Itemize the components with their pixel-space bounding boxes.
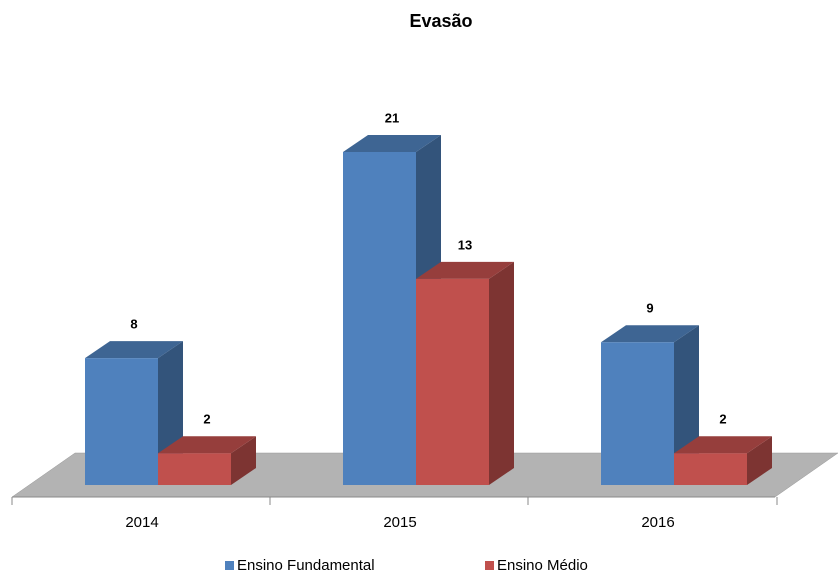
bar-face	[158, 453, 231, 485]
bar-face	[489, 261, 514, 485]
bar-face	[416, 278, 489, 485]
value-label: 21	[385, 110, 399, 125]
legend-swatch	[485, 561, 494, 570]
legend-label: Ensino Médio	[497, 557, 588, 574]
bar	[674, 436, 772, 485]
bar-face	[601, 325, 699, 343]
bar-face	[674, 453, 747, 485]
bar-face	[601, 342, 674, 485]
x-tick-label: 2016	[641, 514, 674, 531]
bar-face	[231, 436, 256, 485]
bar-face	[343, 134, 441, 152]
bar-face	[416, 261, 514, 279]
x-tick-label: 2014	[125, 514, 158, 531]
value-label: 2	[719, 412, 726, 427]
bar	[158, 436, 256, 485]
bar-face	[85, 341, 183, 359]
x-tick-label: 2015	[383, 514, 416, 531]
bar-face	[343, 151, 416, 485]
bar-face	[158, 436, 256, 454]
value-label: 2	[203, 412, 210, 427]
value-label: 9	[646, 301, 653, 316]
bar	[416, 261, 514, 485]
chart-title: Evasão	[409, 11, 472, 31]
legend-label: Ensino Fundamental	[237, 557, 375, 574]
bar-face	[747, 436, 772, 485]
legend-swatch	[225, 561, 234, 570]
bar-face	[674, 436, 772, 454]
bar-face	[85, 358, 158, 485]
value-label: 13	[458, 237, 472, 252]
value-label: 8	[130, 317, 137, 332]
